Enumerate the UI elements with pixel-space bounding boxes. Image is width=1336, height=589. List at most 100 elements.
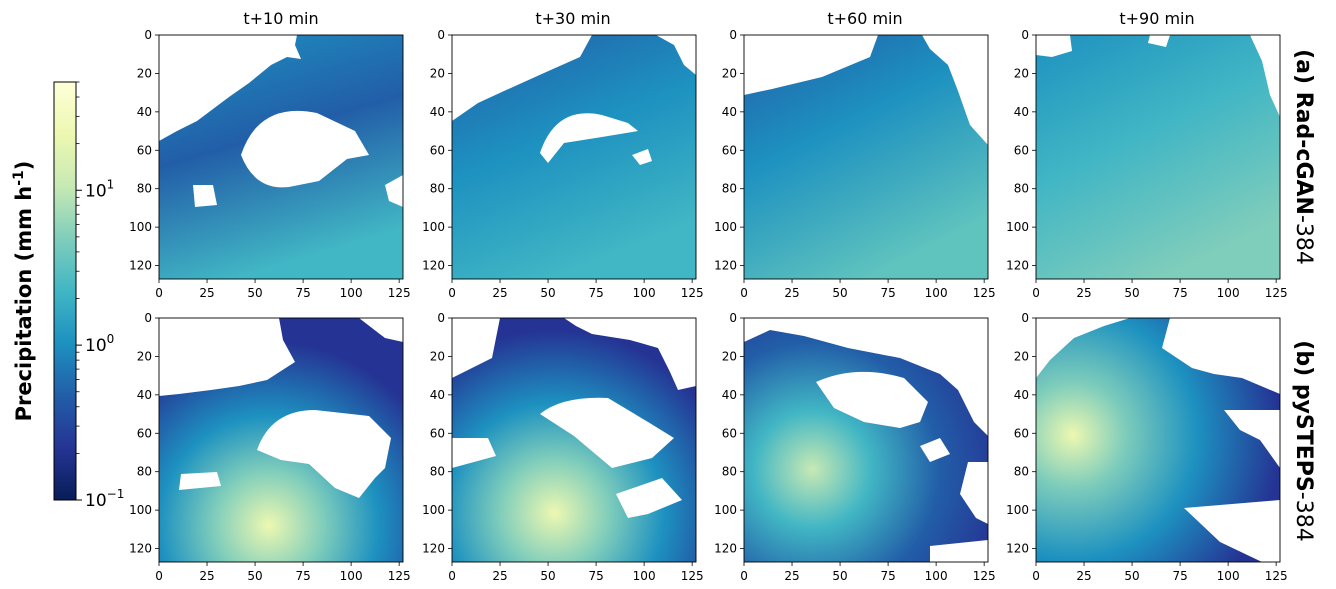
colorbar-tick-label: 101: [85, 177, 114, 201]
row-label-pysteps: (b) pySTEPS-384: [1291, 340, 1316, 541]
y-tick-label: 40: [1014, 388, 1029, 402]
no-rain-mask: [452, 318, 696, 518]
x-tick-label: 125: [1265, 286, 1288, 300]
y-tick-label: 120: [1006, 259, 1029, 273]
heatmap-panel-r0-c2: 0 25 50 75 100 125 0 20 40 60 80 100 120: [714, 28, 996, 300]
panel-frame: [743, 317, 989, 563]
y-tick-label: 100: [714, 220, 737, 234]
y-tick-label: 20: [137, 66, 152, 80]
y-tick-label: 120: [1006, 542, 1029, 556]
x-tick-label: 100: [1217, 286, 1240, 300]
x-tick-label: 125: [973, 286, 996, 300]
no-rain-mask: [744, 318, 988, 562]
y-tick-label: 100: [1006, 220, 1029, 234]
x-tick-label: 75: [880, 569, 895, 583]
heatmap-panel-r1-c0: 0 25 50 75 100 125 0 20 40 60 80 100 120: [129, 311, 411, 583]
heatmap-panel-r1-c2: 0 25 50 75 100 125 0 20 40 60 80 100 120: [714, 311, 996, 583]
x-tick-label: 0: [740, 569, 748, 583]
x-tick-label: 50: [1124, 569, 1139, 583]
x-tick-label: 125: [388, 286, 411, 300]
y-tick-label: 120: [129, 542, 152, 556]
y-tick-label: 100: [129, 220, 152, 234]
no-rain-mask: [159, 35, 403, 207]
x-tick-label: 50: [247, 569, 262, 583]
x-tick-label: 75: [1172, 569, 1187, 583]
panel-frame: [743, 34, 989, 280]
y-tick-label: 80: [430, 465, 445, 479]
x-tick-label: 50: [832, 286, 847, 300]
y-tick-label: 0: [729, 28, 737, 42]
colorbar: 101 100 10−1 Precipitation (mm h-1): [11, 81, 124, 511]
x-tick-label: 100: [340, 286, 363, 300]
y-tick-label: 0: [1021, 28, 1029, 42]
colorbar-bar: [53, 81, 77, 501]
y-tick-label: 40: [430, 388, 445, 402]
x-tick-label: 25: [492, 286, 507, 300]
y-tick-label: 120: [714, 259, 737, 273]
y-tick-label: 80: [722, 182, 737, 196]
y-tick-label: 60: [137, 426, 152, 440]
y-tick-label: 100: [129, 503, 152, 517]
x-tick-label: 0: [740, 286, 748, 300]
colorbar-tick-label: 10−1: [85, 487, 124, 511]
x-tick-label: 100: [925, 286, 948, 300]
no-rain-mask: [1036, 318, 1280, 562]
y-tick-label: 80: [137, 465, 152, 479]
x-tick-label: 50: [832, 569, 847, 583]
y-tick-label: 60: [1014, 143, 1029, 157]
x-tick-label: 75: [295, 286, 310, 300]
x-tick-label: 25: [1076, 569, 1091, 583]
y-tick-label: 60: [430, 143, 445, 157]
y-tick-label: 40: [430, 105, 445, 119]
y-tick-label: 0: [437, 28, 445, 42]
y-tick-label: 80: [722, 465, 737, 479]
y-tick-label: 40: [137, 388, 152, 402]
panel-frame: [1035, 317, 1281, 563]
colorbar-tick-label: 100: [85, 332, 114, 356]
y-tick-label: 120: [714, 542, 737, 556]
x-tick-label: 125: [973, 569, 996, 583]
x-tick-label: 125: [681, 286, 704, 300]
x-tick-label: 25: [784, 286, 799, 300]
x-tick-label: 50: [1124, 286, 1139, 300]
x-tick-label: 0: [155, 569, 163, 583]
x-tick-label: 100: [925, 569, 948, 583]
x-tick-label: 75: [295, 569, 310, 583]
y-tick-label: 20: [137, 349, 152, 363]
y-tick-label: 20: [430, 66, 445, 80]
panel-frame: [451, 34, 697, 280]
panel-frame: [451, 317, 697, 563]
heatmap-panel-r1-c1: 0 25 50 75 100 125 0 20 40 60 80 100 120: [422, 311, 704, 583]
x-tick-label: 25: [784, 569, 799, 583]
x-tick-label: 125: [388, 569, 411, 583]
y-tick-label: 20: [722, 349, 737, 363]
x-tick-label: 0: [155, 286, 163, 300]
x-tick-label: 100: [633, 569, 656, 583]
y-tick-label: 60: [722, 143, 737, 157]
no-rain-mask: [452, 35, 696, 165]
x-tick-label: 75: [1172, 286, 1187, 300]
y-tick-label: 20: [722, 66, 737, 80]
colorbar-label: Precipitation (mm h-1): [11, 161, 36, 422]
no-rain-mask: [159, 318, 403, 498]
column-title-t90: t+90 min: [1119, 9, 1194, 28]
y-tick-label: 40: [722, 105, 737, 119]
x-tick-label: 125: [1265, 569, 1288, 583]
y-tick-label: 120: [129, 259, 152, 273]
x-tick-label: 75: [588, 569, 603, 583]
y-tick-label: 120: [422, 542, 445, 556]
y-tick-label: 120: [422, 259, 445, 273]
y-tick-label: 20: [1014, 66, 1029, 80]
x-tick-label: 75: [588, 286, 603, 300]
x-tick-label: 0: [1032, 569, 1040, 583]
y-tick-label: 80: [1014, 465, 1029, 479]
y-tick-label: 80: [1014, 182, 1029, 196]
heatmap-field: [1036, 35, 1280, 279]
y-tick-label: 0: [729, 311, 737, 325]
heatmap-panel-r0-c0: 0 25 50 75 100 125 0 20 40 60 80 100 120: [129, 28, 411, 300]
no-rain-mask: [1036, 35, 1280, 117]
x-tick-label: 125: [681, 569, 704, 583]
y-tick-label: 100: [1006, 503, 1029, 517]
row-label-rad-cgan: (a) Rad-cGAN-384: [1291, 49, 1316, 265]
